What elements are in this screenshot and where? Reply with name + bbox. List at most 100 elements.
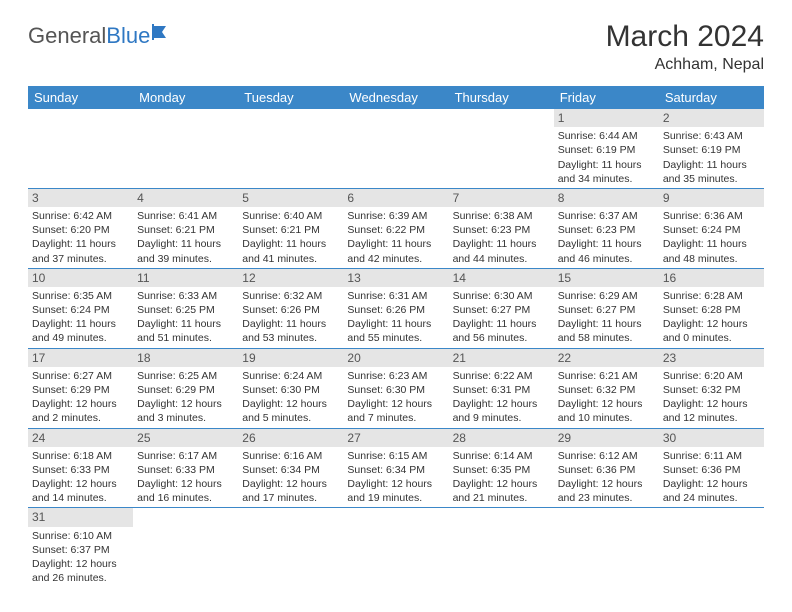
weekday-header: Tuesday [238, 86, 343, 109]
calendar-cell: 16Sunrise: 6:28 AMSunset: 6:28 PMDayligh… [659, 268, 764, 348]
calendar-cell [133, 508, 238, 587]
calendar-cell: 14Sunrise: 6:30 AMSunset: 6:27 PMDayligh… [449, 268, 554, 348]
calendar-cell: 23Sunrise: 6:20 AMSunset: 6:32 PMDayligh… [659, 348, 764, 428]
daylight-text: Daylight: 11 hours and 56 minutes. [453, 317, 550, 345]
day-number: 14 [449, 269, 554, 287]
daylight-text: Daylight: 12 hours and 9 minutes. [453, 397, 550, 425]
calendar-cell: 30Sunrise: 6:11 AMSunset: 6:36 PMDayligh… [659, 428, 764, 508]
daylight-text: Daylight: 12 hours and 2 minutes. [32, 397, 129, 425]
day-content: Sunrise: 6:21 AMSunset: 6:32 PMDaylight:… [554, 368, 659, 428]
day-content: Sunrise: 6:37 AMSunset: 6:23 PMDaylight:… [554, 208, 659, 268]
calendar-cell: 12Sunrise: 6:32 AMSunset: 6:26 PMDayligh… [238, 268, 343, 348]
calendar-cell: 27Sunrise: 6:15 AMSunset: 6:34 PMDayligh… [343, 428, 448, 508]
calendar-cell [659, 508, 764, 587]
sunset-text: Sunset: 6:19 PM [558, 143, 655, 157]
sunset-text: Sunset: 6:31 PM [453, 383, 550, 397]
daylight-text: Daylight: 11 hours and 41 minutes. [242, 237, 339, 265]
sunrise-text: Sunrise: 6:17 AM [137, 449, 234, 463]
day-content: Sunrise: 6:29 AMSunset: 6:27 PMDaylight:… [554, 288, 659, 348]
calendar-row: 17Sunrise: 6:27 AMSunset: 6:29 PMDayligh… [28, 348, 764, 428]
title-block: March 2024 Achham, Nepal [606, 20, 764, 74]
sunset-text: Sunset: 6:34 PM [347, 463, 444, 477]
day-content: Sunrise: 6:28 AMSunset: 6:28 PMDaylight:… [659, 288, 764, 348]
daylight-text: Daylight: 12 hours and 24 minutes. [663, 477, 760, 505]
calendar-body: 1Sunrise: 6:44 AMSunset: 6:19 PMDaylight… [28, 109, 764, 587]
day-content: Sunrise: 6:10 AMSunset: 6:37 PMDaylight:… [28, 528, 133, 588]
day-content: Sunrise: 6:35 AMSunset: 6:24 PMDaylight:… [28, 288, 133, 348]
day-number: 30 [659, 429, 764, 447]
day-number: 12 [238, 269, 343, 287]
logo: GeneralBlue [28, 20, 174, 52]
day-content: Sunrise: 6:33 AMSunset: 6:25 PMDaylight:… [133, 288, 238, 348]
calendar-cell: 18Sunrise: 6:25 AMSunset: 6:29 PMDayligh… [133, 348, 238, 428]
sunrise-text: Sunrise: 6:44 AM [558, 129, 655, 143]
day-content: Sunrise: 6:38 AMSunset: 6:23 PMDaylight:… [449, 208, 554, 268]
day-content: Sunrise: 6:15 AMSunset: 6:34 PMDaylight:… [343, 448, 448, 508]
sunrise-text: Sunrise: 6:10 AM [32, 529, 129, 543]
day-content: Sunrise: 6:42 AMSunset: 6:20 PMDaylight:… [28, 208, 133, 268]
calendar-row: 24Sunrise: 6:18 AMSunset: 6:33 PMDayligh… [28, 428, 764, 508]
calendar-cell [133, 109, 238, 188]
day-number: 6 [343, 189, 448, 207]
daylight-text: Daylight: 11 hours and 58 minutes. [558, 317, 655, 345]
day-content: Sunrise: 6:30 AMSunset: 6:27 PMDaylight:… [449, 288, 554, 348]
sunrise-text: Sunrise: 6:16 AM [242, 449, 339, 463]
daylight-text: Daylight: 12 hours and 14 minutes. [32, 477, 129, 505]
day-content: Sunrise: 6:20 AMSunset: 6:32 PMDaylight:… [659, 368, 764, 428]
sunrise-text: Sunrise: 6:40 AM [242, 209, 339, 223]
sunrise-text: Sunrise: 6:33 AM [137, 289, 234, 303]
sunrise-text: Sunrise: 6:38 AM [453, 209, 550, 223]
day-content: Sunrise: 6:43 AMSunset: 6:19 PMDaylight:… [659, 128, 764, 188]
daylight-text: Daylight: 12 hours and 19 minutes. [347, 477, 444, 505]
calendar-cell: 31 Sunrise: 6:10 AMSunset: 6:37 PMDayligh… [28, 508, 133, 587]
day-content: Sunrise: 6:39 AMSunset: 6:22 PMDaylight:… [343, 208, 448, 268]
sunset-text: Sunset: 6:19 PM [663, 143, 760, 157]
daylight-text: Daylight: 11 hours and 42 minutes. [347, 237, 444, 265]
sunset-text: Sunset: 6:34 PM [242, 463, 339, 477]
sunrise-text: Sunrise: 6:21 AM [558, 369, 655, 383]
daylight-text: Daylight: 11 hours and 35 minutes. [663, 158, 760, 186]
day-content: Sunrise: 6:22 AMSunset: 6:31 PMDaylight:… [449, 368, 554, 428]
sunset-text: Sunset: 6:36 PM [663, 463, 760, 477]
daylight-text: Daylight: 11 hours and 55 minutes. [347, 317, 444, 345]
day-content: Sunrise: 6:27 AMSunset: 6:29 PMDaylight:… [28, 368, 133, 428]
sunrise-text: Sunrise: 6:36 AM [663, 209, 760, 223]
day-content: Sunrise: 6:11 AMSunset: 6:36 PMDaylight:… [659, 448, 764, 508]
sunset-text: Sunset: 6:25 PM [137, 303, 234, 317]
calendar-cell: 15Sunrise: 6:29 AMSunset: 6:27 PMDayligh… [554, 268, 659, 348]
day-number: 28 [449, 429, 554, 447]
day-number: 1 [554, 109, 659, 127]
calendar-cell: 29Sunrise: 6:12 AMSunset: 6:36 PMDayligh… [554, 428, 659, 508]
sunset-text: Sunset: 6:33 PM [32, 463, 129, 477]
day-number: 26 [238, 429, 343, 447]
day-number: 31 [28, 508, 133, 526]
day-number: 8 [554, 189, 659, 207]
sunset-text: Sunset: 6:27 PM [558, 303, 655, 317]
sunset-text: Sunset: 6:26 PM [242, 303, 339, 317]
day-number: 7 [449, 189, 554, 207]
day-number: 25 [133, 429, 238, 447]
calendar-cell: 4Sunrise: 6:41 AMSunset: 6:21 PMDaylight… [133, 188, 238, 268]
calendar-cell: 20Sunrise: 6:23 AMSunset: 6:30 PMDayligh… [343, 348, 448, 428]
calendar-cell: 10Sunrise: 6:35 AMSunset: 6:24 PMDayligh… [28, 268, 133, 348]
sunset-text: Sunset: 6:32 PM [663, 383, 760, 397]
day-content: Sunrise: 6:25 AMSunset: 6:29 PMDaylight:… [133, 368, 238, 428]
calendar-cell [343, 508, 448, 587]
sunset-text: Sunset: 6:21 PM [137, 223, 234, 237]
sunrise-text: Sunrise: 6:28 AM [663, 289, 760, 303]
sunrise-text: Sunrise: 6:43 AM [663, 129, 760, 143]
sunrise-text: Sunrise: 6:42 AM [32, 209, 129, 223]
daylight-text: Daylight: 12 hours and 21 minutes. [453, 477, 550, 505]
calendar-cell: 7Sunrise: 6:38 AMSunset: 6:23 PMDaylight… [449, 188, 554, 268]
sunrise-text: Sunrise: 6:20 AM [663, 369, 760, 383]
calendar-cell: 11Sunrise: 6:33 AMSunset: 6:25 PMDayligh… [133, 268, 238, 348]
sunrise-text: Sunrise: 6:27 AM [32, 369, 129, 383]
calendar-cell [28, 109, 133, 188]
header: GeneralBlue March 2024 Achham, Nepal [28, 20, 764, 74]
weekday-header: Thursday [449, 86, 554, 109]
daylight-text: Daylight: 11 hours and 39 minutes. [137, 237, 234, 265]
day-number: 20 [343, 349, 448, 367]
daylight-text: Daylight: 12 hours and 26 minutes. [32, 557, 129, 585]
calendar-cell [343, 109, 448, 188]
calendar-cell: 6Sunrise: 6:39 AMSunset: 6:22 PMDaylight… [343, 188, 448, 268]
